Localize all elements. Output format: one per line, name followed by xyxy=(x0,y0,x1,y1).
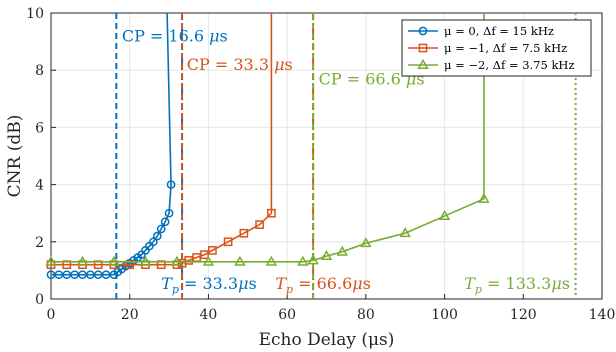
series-circle xyxy=(46,12,176,280)
x-tick-label: 140 xyxy=(589,307,616,323)
data-point xyxy=(208,246,217,255)
x-tick-label: 20 xyxy=(121,307,139,323)
data-point xyxy=(255,220,264,229)
data-point xyxy=(166,180,176,189)
series-square xyxy=(46,13,276,270)
series-line xyxy=(51,12,172,276)
y-tick-label: 0 xyxy=(35,292,44,308)
x-tick-label: 40 xyxy=(200,307,218,323)
data-point xyxy=(478,192,490,203)
data-point xyxy=(139,255,152,266)
series-triangle xyxy=(45,13,490,266)
annotations: CP = 16.6 μs CP = 33.3 μs CP = 66.6 μs Tp =… xyxy=(122,27,570,296)
series-group xyxy=(45,12,490,280)
x-tick-label: 120 xyxy=(510,307,537,323)
y-tick-label: 10 xyxy=(26,6,44,22)
annotation-label: CP = 16.6 μs xyxy=(122,27,228,46)
data-point xyxy=(108,255,120,266)
axis-ticks: 0 20 40 60 80 100 120 140 0 2 4 6 8 10 xyxy=(26,6,615,323)
data-point xyxy=(239,228,249,238)
y-tick-label: 6 xyxy=(35,120,44,136)
data-point xyxy=(45,255,57,266)
x-tick-label: 80 xyxy=(357,307,375,323)
data-point xyxy=(297,255,309,266)
data-point xyxy=(152,231,162,241)
x-tick-label: 100 xyxy=(431,307,458,323)
legend: μ = 0, Δf = 15 kHz μ = −1, Δf = 7.5 kHz μ … xyxy=(401,19,592,77)
legend-marker xyxy=(418,43,428,53)
data-point xyxy=(438,209,451,221)
annotation-label: Tp = 133.3μs xyxy=(464,274,570,296)
data-point xyxy=(160,217,170,227)
data-point xyxy=(336,245,348,256)
cyclic-prefix-lines xyxy=(115,13,577,299)
legend-marker xyxy=(417,58,429,69)
annotation-label: Tp = 33.3μs xyxy=(161,274,257,296)
y-tick-label: 2 xyxy=(35,235,44,251)
plot-frame xyxy=(50,12,603,300)
annotation-label: CP = 33.3 μs xyxy=(187,55,293,74)
data-point xyxy=(320,249,333,261)
data-point xyxy=(148,237,158,247)
x-tick-label: 0 xyxy=(47,307,56,323)
data-point xyxy=(223,237,233,247)
data-point xyxy=(265,255,278,266)
legend-entry: μ = −1, Δf = 7.5 kHz xyxy=(444,41,567,55)
annotation-label: Tp = 66.6μs xyxy=(275,274,371,296)
data-point xyxy=(399,227,411,238)
data-point xyxy=(267,208,276,218)
data-point xyxy=(171,255,183,266)
annotation-label: CP = 66.6 μs xyxy=(319,70,425,89)
data-point xyxy=(76,255,89,266)
series-line xyxy=(51,13,273,266)
data-point xyxy=(234,255,246,266)
x-tick-label: 60 xyxy=(278,307,296,323)
data-point xyxy=(156,224,166,234)
data-point xyxy=(202,255,215,266)
x-axis-label: Echo Delay (μs) xyxy=(259,330,395,350)
y-axis-label: CNR (dB) xyxy=(5,115,25,198)
data-point xyxy=(164,208,174,218)
data-point xyxy=(307,254,319,265)
series-line xyxy=(51,13,485,263)
y-tick-label: 8 xyxy=(35,63,44,79)
legend-marker xyxy=(418,26,428,36)
y-tick-label: 4 xyxy=(35,178,44,194)
legend-entry: μ = −2, Δf = 3.75 kHz xyxy=(444,58,575,72)
data-point xyxy=(360,237,372,248)
legend-entry: μ = 0, Δf = 15 kHz xyxy=(444,24,554,38)
